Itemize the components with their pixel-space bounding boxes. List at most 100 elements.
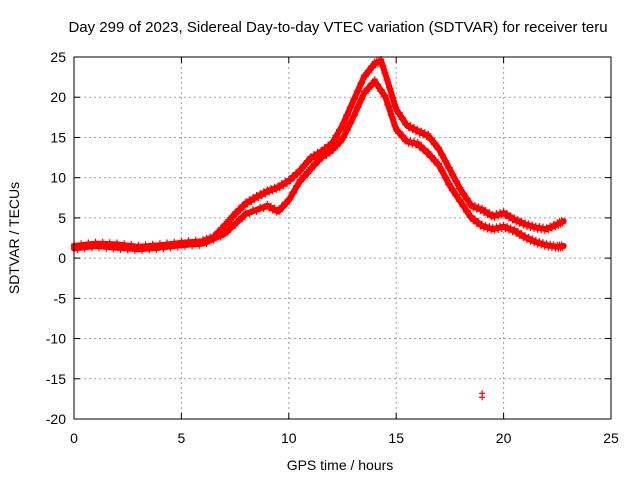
data-point [362,73,369,80]
data-point [260,188,267,195]
data-point [291,175,298,182]
data-point [457,196,464,203]
data-point [253,208,260,215]
data-point [509,229,516,236]
x-tick-label: 25 [603,430,619,446]
data-point [393,104,400,111]
data-point [312,162,319,169]
data-point [359,80,366,87]
data-point [550,220,557,227]
data-point [423,134,430,141]
data-point [298,168,305,175]
data-point [491,214,498,221]
data-point [239,216,246,223]
y-tick-label: -5 [54,290,67,306]
data-point [493,223,500,230]
data-point [558,217,565,224]
data-point [262,191,269,198]
data-point [457,184,464,191]
data-point [323,152,330,159]
data-point [505,227,512,234]
data-point [475,203,482,210]
data-point [429,135,435,142]
data-point [185,239,192,246]
data-point [260,206,267,213]
data-point [461,190,468,197]
data-point [199,238,206,245]
data-point [81,246,88,253]
data-point [522,232,529,239]
data-point [273,209,280,216]
series-line [71,78,567,253]
data-point [226,218,233,225]
data-point [380,62,387,69]
data-point [381,70,388,77]
y-axis-label: SDTVAR / TECUs [6,182,22,294]
data-point [439,151,446,158]
data-point [230,214,237,221]
data-point [547,222,554,229]
y-tick-label: -15 [46,371,66,387]
data-point [233,211,240,218]
data-point [210,237,217,244]
y-tick-label: 15 [50,129,66,145]
data-point [480,225,487,232]
data-point [529,235,536,242]
data-point [497,209,504,216]
data-point [518,217,525,224]
data-point [464,207,471,214]
x-tick-label: 15 [388,430,404,446]
y-tick-label: 25 [50,49,66,65]
data-point [214,232,221,239]
data-point [291,189,298,196]
data-point [267,185,274,192]
data-points [71,56,567,401]
data-point [255,195,262,202]
data-point [128,243,135,250]
data-point [78,242,85,249]
data-point [246,211,253,218]
data-point [326,150,333,157]
data-point [106,242,113,249]
data-point [495,226,502,233]
data-point [241,204,248,211]
series-sat-track-a [71,56,567,252]
data-point [412,142,419,149]
data-point [251,197,258,204]
data-point [500,221,507,228]
data-point [248,199,255,206]
x-tick-label: 20 [496,430,512,446]
data-point [135,244,142,251]
data-point [383,76,390,83]
data-point [511,225,518,232]
data-point [237,207,244,214]
data-point [276,185,283,192]
data-point [253,191,260,198]
data-point [384,76,391,83]
data-point [495,213,502,220]
data-point [484,226,491,233]
data-point [382,92,389,99]
data-point [425,130,432,137]
data-point [228,222,235,229]
x-tick-label: 5 [178,430,186,446]
data-point [539,239,546,246]
data-point [522,219,529,226]
data-point [369,82,376,89]
data-point [443,174,450,181]
data-point [418,127,425,134]
data-point [309,156,316,163]
data-point [407,137,414,144]
data-point [378,86,385,93]
data-point [334,143,341,150]
data-point [96,245,103,252]
data-point [529,221,536,228]
data-point [475,218,482,225]
data-point [420,132,427,139]
data-point [516,220,523,227]
data-point [538,242,545,249]
y-tick-label: 10 [50,170,66,186]
data-point [224,229,231,236]
data-point [348,104,355,111]
